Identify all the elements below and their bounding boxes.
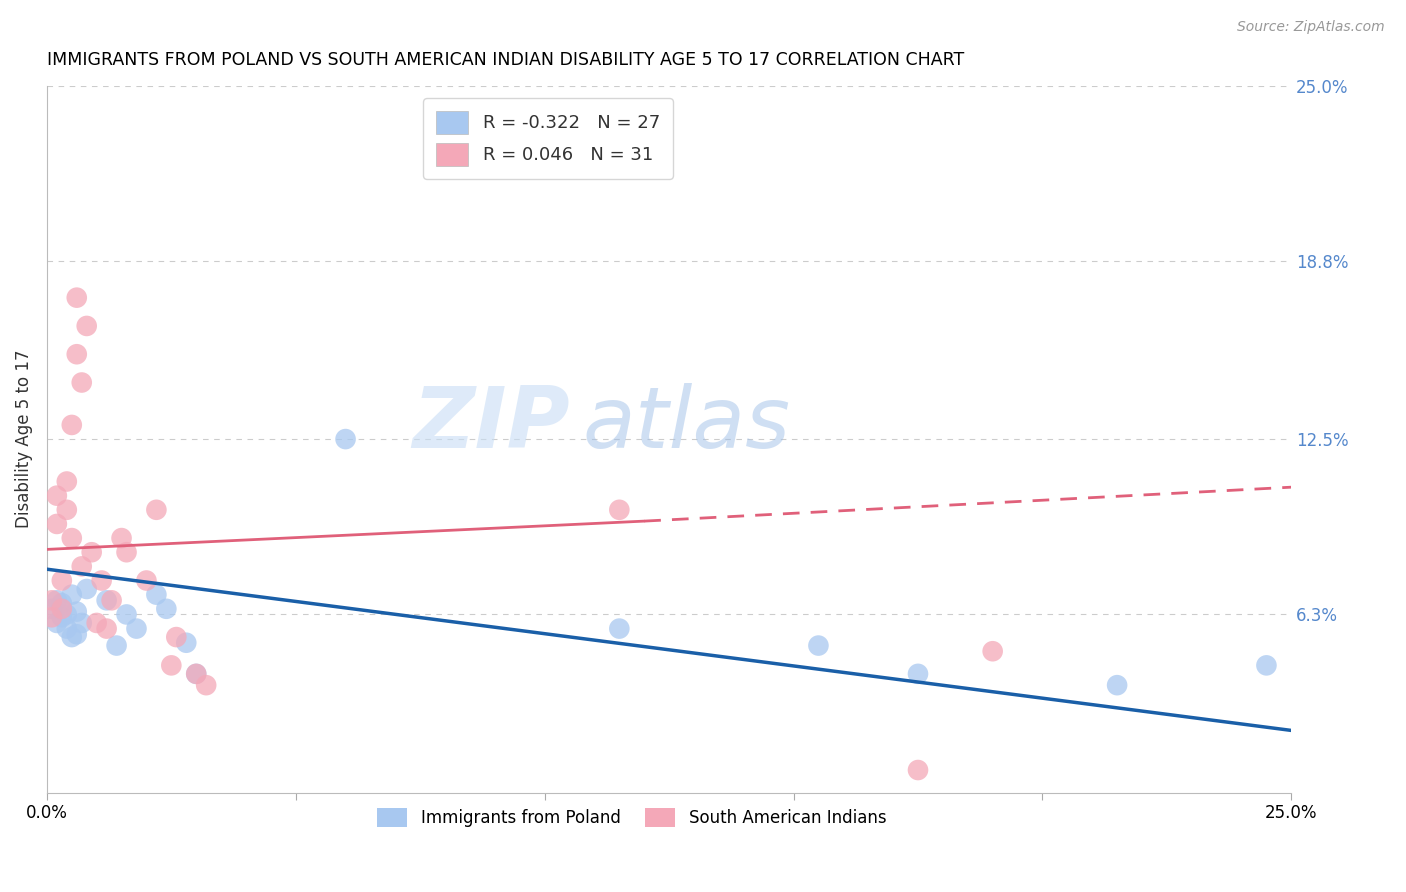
Point	[76, 582, 98, 596]
Point	[60, 531, 83, 545]
Point	[51, 596, 73, 610]
Point	[907, 666, 929, 681]
Point	[66, 291, 89, 305]
Point	[110, 531, 132, 545]
Point	[165, 630, 187, 644]
Text: Source: ZipAtlas.com: Source: ZipAtlas.com	[1237, 20, 1385, 34]
Point	[45, 615, 67, 630]
Point	[45, 516, 67, 531]
Point	[56, 475, 79, 489]
Point	[1107, 678, 1129, 692]
Point	[160, 658, 183, 673]
Y-axis label: Disability Age 5 to 17: Disability Age 5 to 17	[15, 350, 32, 528]
Point	[907, 763, 929, 777]
Point	[807, 639, 830, 653]
Point	[90, 574, 112, 588]
Point	[51, 574, 73, 588]
Point	[60, 588, 83, 602]
Point	[195, 678, 218, 692]
Point	[115, 607, 138, 622]
Point	[1256, 658, 1278, 673]
Point	[70, 615, 93, 630]
Point	[335, 432, 357, 446]
Point	[125, 622, 148, 636]
Point	[70, 376, 93, 390]
Point	[174, 636, 197, 650]
Point	[41, 610, 63, 624]
Point	[96, 593, 118, 607]
Text: IMMIGRANTS FROM POLAND VS SOUTH AMERICAN INDIAN DISABILITY AGE 5 TO 17 CORRELATI: IMMIGRANTS FROM POLAND VS SOUTH AMERICAN…	[46, 51, 965, 69]
Point	[100, 593, 122, 607]
Point	[51, 610, 73, 624]
Point	[56, 607, 79, 622]
Point	[76, 318, 98, 333]
Point	[607, 503, 630, 517]
Point	[66, 605, 89, 619]
Point	[56, 622, 79, 636]
Point	[70, 559, 93, 574]
Point	[145, 503, 167, 517]
Point	[66, 347, 89, 361]
Point	[186, 666, 208, 681]
Point	[86, 615, 108, 630]
Point	[51, 602, 73, 616]
Point	[186, 666, 208, 681]
Point	[96, 622, 118, 636]
Point	[80, 545, 103, 559]
Point	[135, 574, 157, 588]
Point	[56, 503, 79, 517]
Point	[60, 417, 83, 432]
Point	[41, 593, 63, 607]
Point	[45, 593, 67, 607]
Point	[66, 627, 89, 641]
Point	[45, 489, 67, 503]
Point	[155, 602, 177, 616]
Point	[607, 622, 630, 636]
Point	[145, 588, 167, 602]
Point	[60, 630, 83, 644]
Point	[981, 644, 1004, 658]
Point	[41, 602, 63, 616]
Text: ZIP: ZIP	[412, 384, 569, 467]
Point	[115, 545, 138, 559]
Text: atlas: atlas	[582, 384, 790, 467]
Point	[105, 639, 128, 653]
Legend: Immigrants from Poland, South American Indians: Immigrants from Poland, South American I…	[371, 801, 893, 834]
